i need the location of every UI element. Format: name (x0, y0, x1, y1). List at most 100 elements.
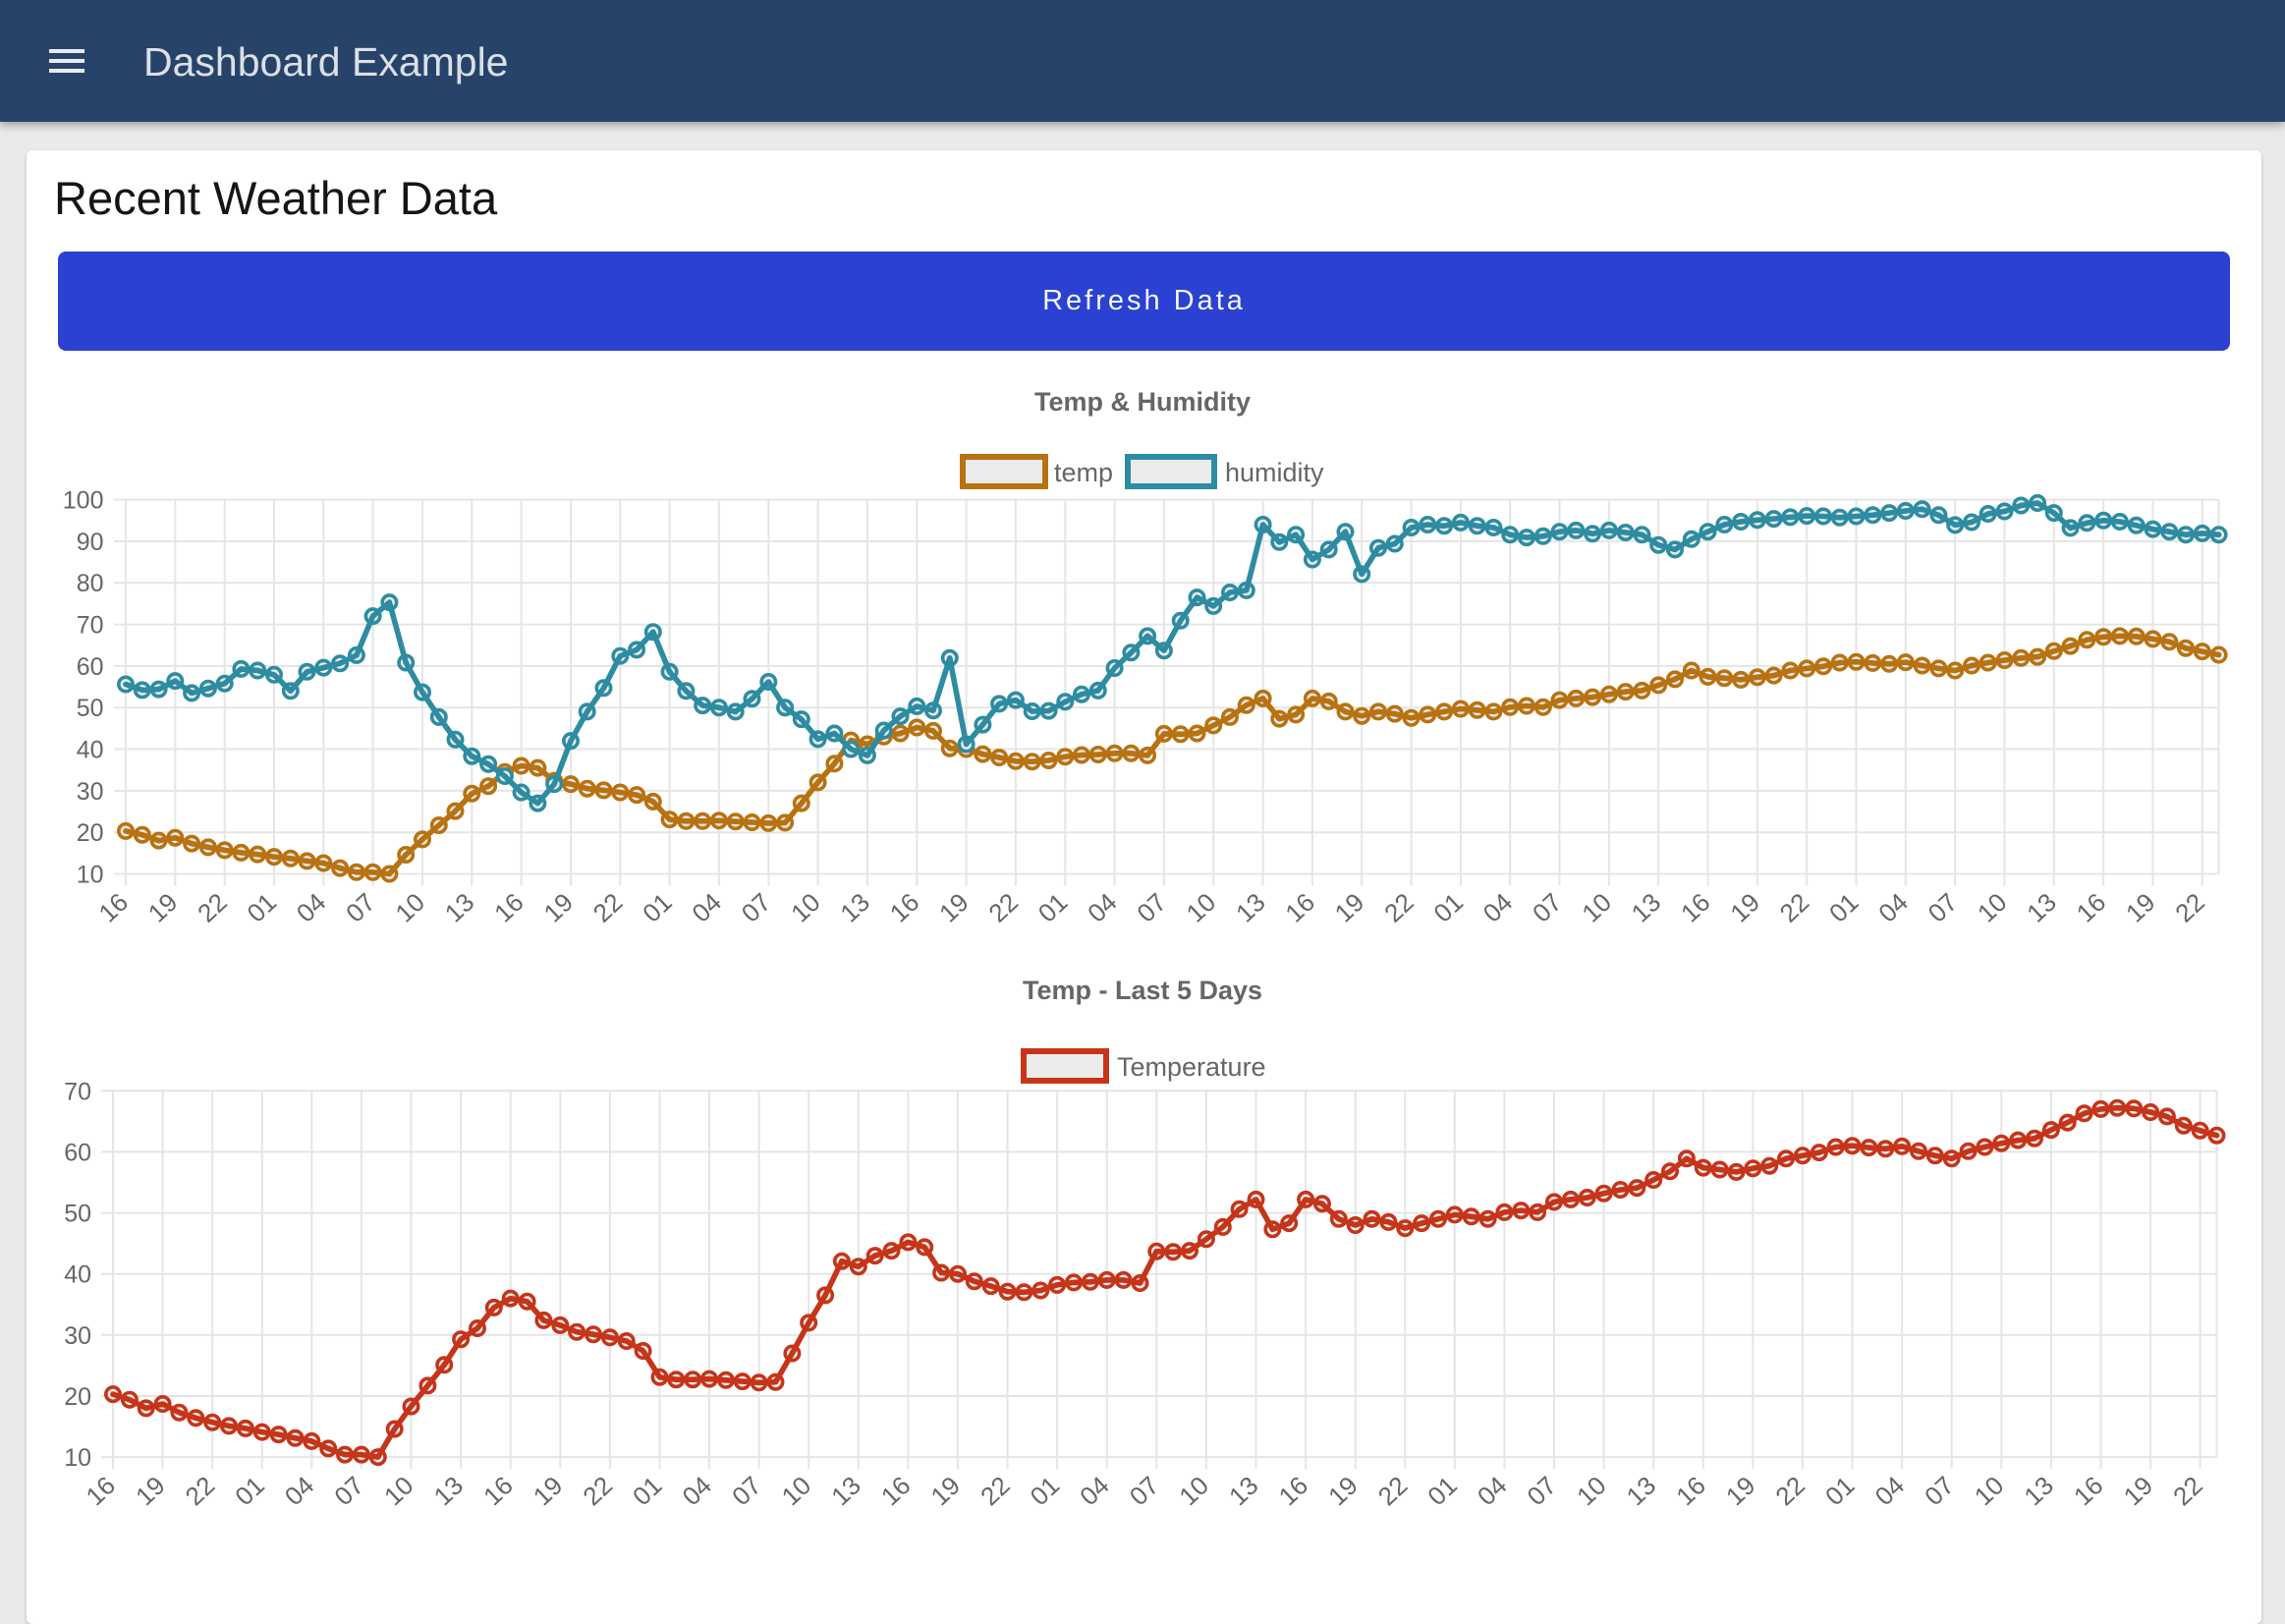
svg-text:07: 07 (328, 1471, 369, 1512)
svg-text:20: 20 (77, 819, 104, 847)
svg-text:30: 30 (77, 778, 104, 806)
svg-text:13: 13 (1621, 1471, 1662, 1512)
svg-text:07: 07 (1131, 887, 1172, 928)
svg-text:01: 01 (241, 887, 282, 928)
svg-text:01: 01 (1823, 887, 1865, 928)
svg-text:01: 01 (1421, 1471, 1463, 1512)
svg-text:40: 40 (77, 737, 104, 764)
svg-text:07: 07 (1124, 1471, 1165, 1512)
svg-text:19: 19 (2120, 887, 2161, 928)
svg-text:16: 16 (2068, 1471, 2109, 1512)
svg-text:04: 04 (1082, 887, 1123, 928)
svg-text:04: 04 (1869, 1471, 1911, 1512)
svg-text:01: 01 (1032, 887, 1074, 928)
svg-text:22: 22 (1378, 887, 1420, 928)
svg-text:01: 01 (1819, 1471, 1861, 1512)
svg-text:22: 22 (192, 887, 233, 928)
svg-text:19: 19 (537, 887, 579, 928)
svg-text:04: 04 (291, 887, 332, 928)
svg-text:04: 04 (1477, 887, 1519, 928)
svg-text:80: 80 (77, 570, 104, 597)
svg-text:19: 19 (924, 1471, 966, 1512)
svg-text:04: 04 (676, 1471, 717, 1512)
svg-text:30: 30 (64, 1322, 91, 1350)
svg-text:13: 13 (834, 887, 875, 928)
svg-text:40: 40 (64, 1261, 91, 1289)
svg-text:16: 16 (92, 887, 134, 928)
svg-text:20: 20 (64, 1383, 91, 1411)
svg-text:22: 22 (587, 887, 629, 928)
svg-text:22: 22 (2167, 1471, 2208, 1512)
svg-text:16: 16 (1675, 887, 1716, 928)
svg-text:16: 16 (477, 1471, 519, 1512)
svg-text:10: 10 (785, 887, 826, 928)
svg-text:07: 07 (1923, 887, 1964, 928)
svg-text:16: 16 (875, 1471, 917, 1512)
svg-text:13: 13 (439, 887, 480, 928)
svg-text:19: 19 (1724, 887, 1765, 928)
svg-text:10: 10 (1181, 887, 1222, 928)
svg-text:humidity: humidity (1225, 458, 1324, 487)
svg-text:90: 90 (77, 529, 104, 556)
svg-text:16: 16 (80, 1471, 121, 1512)
svg-text:13: 13 (428, 1471, 470, 1512)
svg-text:10: 10 (1972, 887, 2013, 928)
svg-text:10: 10 (1969, 1471, 2010, 1512)
svg-text:10: 10 (389, 887, 430, 928)
svg-text:07: 07 (1527, 887, 1568, 928)
svg-text:01: 01 (1025, 1471, 1066, 1512)
svg-text:13: 13 (2021, 887, 2062, 928)
svg-text:19: 19 (1329, 887, 1370, 928)
svg-text:22: 22 (1774, 887, 1815, 928)
svg-text:04: 04 (1872, 887, 1914, 928)
svg-text:07: 07 (726, 1471, 767, 1512)
svg-text:13: 13 (2018, 1471, 2059, 1512)
svg-text:60: 60 (64, 1139, 91, 1166)
svg-text:19: 19 (933, 887, 975, 928)
svg-text:19: 19 (142, 887, 184, 928)
svg-text:04: 04 (1472, 1471, 1513, 1512)
svg-text:50: 50 (64, 1201, 91, 1228)
svg-text:13: 13 (825, 1471, 866, 1512)
svg-text:16: 16 (1279, 887, 1320, 928)
svg-text:07: 07 (1919, 1471, 1960, 1512)
svg-text:22: 22 (1769, 1471, 1811, 1512)
svg-text:01: 01 (627, 1471, 668, 1512)
svg-text:07: 07 (1521, 1471, 1562, 1512)
svg-text:10: 10 (64, 1444, 91, 1472)
svg-text:01: 01 (229, 1471, 270, 1512)
svg-text:16: 16 (488, 887, 529, 928)
svg-text:16: 16 (1670, 1471, 1711, 1512)
svg-text:10: 10 (1571, 1471, 1612, 1512)
svg-text:04: 04 (279, 1471, 320, 1512)
svg-text:16: 16 (1273, 1471, 1314, 1512)
svg-text:60: 60 (77, 653, 104, 681)
svg-text:10: 10 (1576, 887, 1617, 928)
svg-text:22: 22 (982, 887, 1024, 928)
svg-text:01: 01 (1427, 887, 1469, 928)
svg-text:70: 70 (64, 1078, 91, 1105)
svg-text:22: 22 (975, 1471, 1016, 1512)
svg-text:22: 22 (1372, 1471, 1414, 1512)
svg-text:19: 19 (1322, 1471, 1364, 1512)
svg-text:07: 07 (340, 887, 381, 928)
svg-text:10: 10 (378, 1471, 419, 1512)
svg-text:10: 10 (77, 862, 104, 889)
svg-text:04: 04 (1074, 1471, 1115, 1512)
svg-text:50: 50 (77, 695, 104, 722)
svg-text:19: 19 (528, 1471, 569, 1512)
svg-text:07: 07 (736, 887, 777, 928)
svg-text:01: 01 (637, 887, 678, 928)
svg-text:100: 100 (63, 487, 104, 515)
svg-text:19: 19 (130, 1471, 171, 1512)
svg-text:Temperature: Temperature (1117, 1052, 1266, 1082)
svg-text:22: 22 (180, 1471, 221, 1512)
svg-text:Temp - Last 5 Days: Temp - Last 5 Days (1023, 976, 1262, 1005)
svg-text:temp: temp (1054, 458, 1113, 487)
svg-text:19: 19 (1720, 1471, 1761, 1512)
svg-text:19: 19 (2118, 1471, 2159, 1512)
svg-text:22: 22 (577, 1471, 618, 1512)
svg-text:16: 16 (884, 887, 925, 928)
svg-text:13: 13 (1230, 887, 1271, 928)
svg-text:13: 13 (1626, 887, 1667, 928)
